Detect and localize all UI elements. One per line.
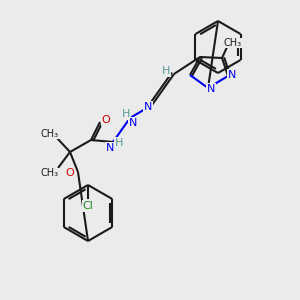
Text: H: H <box>122 109 130 119</box>
Text: O: O <box>66 168 74 178</box>
Text: N: N <box>207 84 215 94</box>
Text: CH₃: CH₃ <box>224 38 242 48</box>
Text: Cl: Cl <box>82 201 93 211</box>
Text: H: H <box>162 66 170 76</box>
Text: N: N <box>129 118 137 128</box>
Text: H: H <box>115 138 123 148</box>
Text: CH₃: CH₃ <box>41 129 59 139</box>
Text: CH₃: CH₃ <box>41 168 59 178</box>
Text: N: N <box>228 70 236 80</box>
Text: O: O <box>102 115 110 125</box>
Text: N: N <box>106 143 114 153</box>
Text: N: N <box>144 102 152 112</box>
